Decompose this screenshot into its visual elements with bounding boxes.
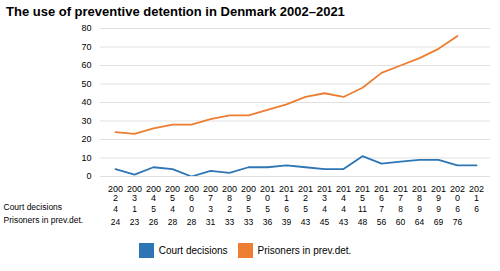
svg-text:1: 1 (132, 204, 137, 214)
html-text:Court decisions: Court decisions (158, 245, 228, 256)
svg-text:0: 0 (189, 204, 194, 214)
svg-text:2: 2 (227, 204, 232, 214)
svg-text:26: 26 (149, 217, 159, 227)
svg-text:76: 76 (453, 217, 463, 227)
svg-text:24: 24 (111, 217, 121, 227)
svg-text:11: 11 (358, 204, 367, 214)
svg-text:2010: 2010 (260, 184, 275, 203)
svg-text:33: 33 (225, 217, 235, 227)
svg-text:2015: 2015 (355, 184, 370, 203)
svg-text:Prisoners in prev.det.: Prisoners in prev.det. (4, 215, 84, 225)
svg-text:0: 0 (86, 171, 91, 181)
svg-text:43: 43 (301, 217, 311, 227)
svg-text:2009: 2009 (241, 184, 256, 203)
svg-text:Court decisions: Court decisions (4, 202, 63, 212)
svg-text:28: 28 (187, 217, 197, 227)
svg-text:2017: 2017 (393, 184, 408, 203)
svg-text:2004: 2004 (146, 184, 161, 203)
svg-text:64: 64 (415, 217, 425, 227)
svg-text:60: 60 (396, 217, 406, 227)
svg-text:8: 8 (398, 204, 403, 214)
svg-text:31: 31 (206, 217, 216, 227)
svg-text:6: 6 (284, 204, 289, 214)
svg-text:2003: 2003 (127, 184, 142, 203)
svg-text:2020: 2020 (450, 184, 465, 203)
svg-text:4: 4 (170, 204, 175, 214)
svg-text:2006: 2006 (184, 184, 199, 203)
svg-text:2014: 2014 (336, 184, 351, 203)
svg-text:48: 48 (358, 217, 368, 227)
svg-text:60: 60 (81, 60, 91, 70)
svg-text:80: 80 (81, 23, 91, 33)
html-text:The use of preventive detentio: The use of preventive detention in Denma… (6, 4, 345, 19)
svg-text:39: 39 (282, 217, 292, 227)
svg-text:2008: 2008 (222, 184, 237, 203)
svg-text:56: 56 (377, 217, 387, 227)
svg-text:36: 36 (263, 217, 273, 227)
svg-text:28: 28 (168, 217, 178, 227)
svg-text:3: 3 (208, 204, 213, 214)
svg-text:2019: 2019 (431, 184, 446, 203)
svg-text:50: 50 (81, 79, 91, 89)
svg-text:2013: 2013 (317, 184, 332, 203)
svg-text:2011: 2011 (279, 184, 294, 203)
svg-text:45: 45 (320, 217, 330, 227)
svg-text:4: 4 (341, 204, 346, 214)
svg-text:69: 69 (434, 217, 444, 227)
svg-text:30: 30 (81, 116, 91, 126)
svg-text:20: 20 (81, 134, 91, 144)
svg-text:4: 4 (322, 204, 327, 214)
svg-text:9: 9 (417, 204, 422, 214)
svg-text:70: 70 (81, 42, 91, 52)
svg-text:5: 5 (151, 204, 156, 214)
svg-text:9: 9 (436, 204, 441, 214)
svg-text:2005: 2005 (165, 184, 180, 203)
svg-text:40: 40 (81, 97, 91, 107)
svg-text:2007: 2007 (203, 184, 218, 203)
svg-text:23: 23 (130, 217, 140, 227)
svg-text:2002: 2002 (108, 184, 123, 203)
svg-text:2012: 2012 (298, 184, 313, 203)
svg-text:43: 43 (339, 217, 349, 227)
svg-text:33: 33 (244, 217, 254, 227)
svg-text:7: 7 (379, 204, 384, 214)
svg-text:2021: 2021 (469, 184, 484, 203)
html-text:Prisoners in prev.det.: Prisoners in prev.det. (257, 245, 352, 256)
svg-text:6: 6 (474, 204, 479, 214)
svg-text:10: 10 (81, 153, 91, 163)
svg-text:5: 5 (303, 204, 308, 214)
svg-text:2018: 2018 (412, 184, 427, 203)
svg-text:6: 6 (455, 204, 460, 214)
svg-text:5: 5 (246, 204, 251, 214)
svg-text:5: 5 (265, 204, 270, 214)
svg-text:2016: 2016 (374, 184, 389, 203)
svg-text:4: 4 (113, 204, 118, 214)
